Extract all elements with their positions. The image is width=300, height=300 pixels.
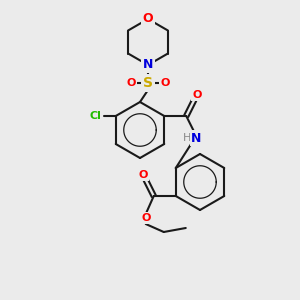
Text: N: N (191, 131, 201, 145)
Text: O: O (141, 213, 150, 223)
Text: O: O (193, 90, 202, 100)
Text: S: S (143, 76, 153, 90)
Text: Cl: Cl (90, 111, 102, 121)
Text: O: O (126, 78, 136, 88)
Text: H: H (183, 133, 191, 143)
Text: O: O (160, 78, 170, 88)
Text: N: N (143, 58, 153, 71)
Text: O: O (143, 13, 153, 26)
Text: O: O (138, 170, 147, 180)
